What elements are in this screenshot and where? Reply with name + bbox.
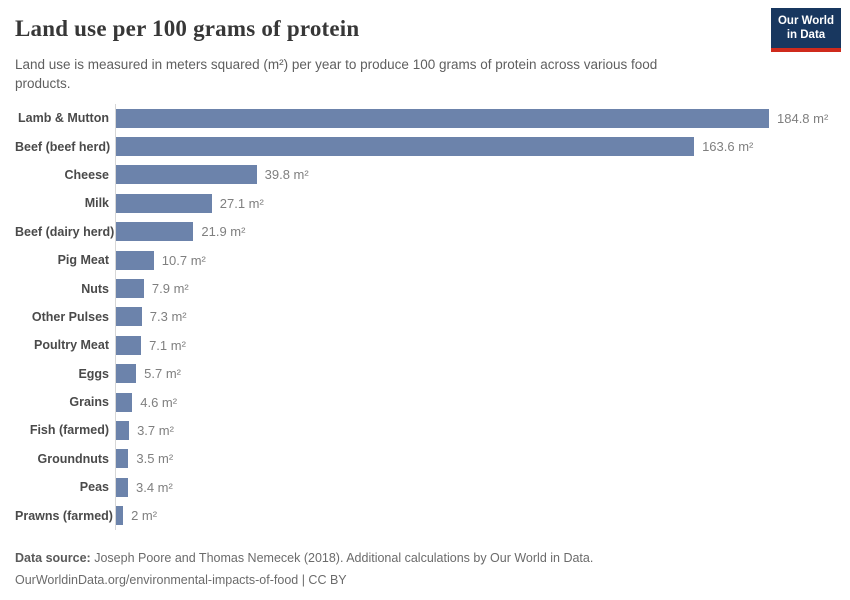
value-label: 5.7 m² (144, 366, 181, 382)
category-label: Other Pulses (31, 309, 109, 324)
value-label: 3.7 m² (137, 422, 174, 438)
bar-row: Groundnuts 3.5 m² (37, 445, 850, 473)
bar-row: Pig Meat 10.7 m² (58, 246, 850, 274)
bar-row: Milk 27.1 m² (85, 189, 850, 217)
bar[interactable] (116, 477, 128, 497)
value-label: 2 m² (131, 508, 158, 524)
category-label: Fish (farmed) (29, 423, 109, 438)
bar-row: Beef (dairy herd) 21.9 m² (15, 218, 850, 246)
category-label: Lamb & Mutton (18, 111, 109, 126)
data-source-line: Data source: Joseph Poore and Thomas Nem… (15, 548, 835, 570)
bar-row: Eggs 5.7 m² (78, 360, 850, 388)
data-source-text: Joseph Poore and Thomas Nemecek (2018). … (94, 551, 594, 565)
value-label: 163.6 m² (702, 139, 754, 155)
chart-subtitle: Land use is measured in meters squared (… (15, 57, 658, 92)
value-label: 7.3 m² (149, 309, 187, 325)
bar-row: Grains 4.6 m² (69, 388, 850, 416)
category-label: Poultry Meat (33, 338, 109, 353)
bar-row: Peas 3.4 m² (80, 473, 850, 501)
bar-row: Poultry Meat 7.1 m² (34, 331, 850, 359)
page-title: Land use per 100 grams of protein (15, 16, 360, 41)
bar[interactable] (116, 279, 144, 299)
value-label: 7.9 m² (151, 281, 189, 297)
bar[interactable] (116, 449, 129, 469)
citation-line: OurWorldinData.org/environmental-impacts… (15, 570, 835, 592)
category-label: Peas (79, 480, 109, 495)
bar-row: Beef (beef herd) 163.6 m² (15, 132, 850, 160)
bar[interactable] (116, 222, 194, 242)
category-label: Beef (beef herd) (15, 139, 111, 154)
value-label: 21.9 m² (201, 224, 246, 240)
citation-link[interactable]: OurWorldinData.org/environmental-impacts… (15, 572, 347, 587)
value-label: 10.7 m² (161, 252, 206, 268)
bar[interactable] (116, 108, 769, 128)
value-label: 4.6 m² (140, 394, 178, 410)
category-label: Nuts (81, 281, 109, 296)
bar[interactable] (116, 307, 142, 327)
category-label: Eggs (78, 366, 109, 381)
value-label: 39.8 m² (264, 167, 309, 183)
bar[interactable] (116, 165, 257, 185)
category-label: Milk (84, 196, 109, 211)
bar[interactable] (116, 420, 130, 440)
owid-logo-line2: in Data (786, 29, 826, 42)
value-label: 7.1 m² (149, 337, 186, 353)
bar[interactable] (116, 193, 212, 213)
category-label: Pig Meat (57, 253, 109, 268)
category-label: Prawns (farmed) (15, 508, 113, 523)
bar-row: Prawns (farmed) 2 m² (15, 501, 850, 529)
bar-row: Cheese 39.8 m² (65, 161, 850, 189)
bar-chart: Lamb & Mutton 184.8 m² Beef (beef herd) 163… (14, 104, 850, 530)
category-label: Groundnuts (37, 451, 109, 466)
chart-header: Land use per 100 grams of protein Our Wo… (0, 0, 850, 93)
bar-row: Fish (farmed) 3.7 m² (30, 416, 850, 444)
category-label: Beef (dairy herd) (15, 224, 115, 239)
bar-chart-rows: Lamb & Mutton 184.8 m² Beef (beef herd) 163… (15, 104, 850, 530)
category-label: Cheese (64, 167, 109, 182)
bar[interactable] (116, 137, 695, 157)
owid-logo[interactable]: Our World in Data (771, 8, 841, 52)
owid-logo-line1: Our World (777, 15, 834, 27)
bar-row: Other Pulses 7.3 m² (32, 303, 850, 331)
data-source-label: Data source: (15, 551, 91, 565)
value-label: 27.1 m² (219, 195, 264, 211)
bar[interactable] (116, 364, 137, 384)
bar[interactable] (116, 250, 154, 270)
bar[interactable] (116, 392, 133, 412)
chart-footer: Data source: Joseph Poore and Thomas Nem… (15, 548, 835, 592)
bar[interactable] (116, 335, 142, 355)
value-label: 3.5 m² (136, 451, 174, 467)
value-label: 184.8 m² (777, 110, 829, 126)
bar-row: Lamb & Mutton 184.8 m² (18, 104, 850, 132)
bar-row: Nuts 7.9 m² (81, 274, 850, 302)
value-label: 3.4 m² (136, 479, 173, 495)
bar[interactable] (116, 506, 124, 526)
category-label: Grains (69, 395, 109, 410)
